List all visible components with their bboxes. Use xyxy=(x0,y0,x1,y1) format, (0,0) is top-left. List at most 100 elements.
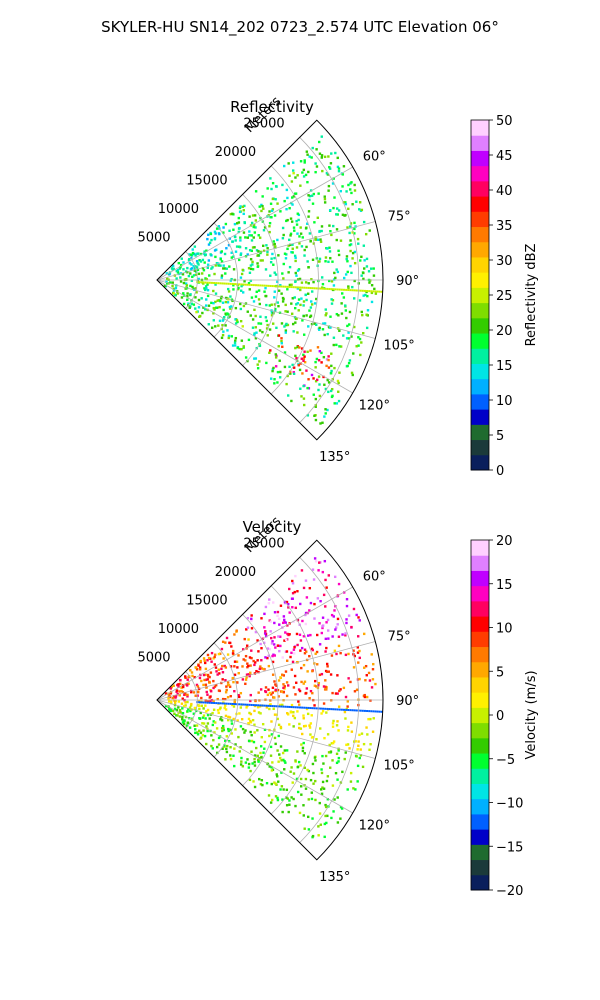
radar-cell xyxy=(222,318,225,321)
radar-cell xyxy=(298,242,301,245)
radar-cell xyxy=(181,273,185,276)
spoke-cell xyxy=(227,702,230,705)
radar-cell xyxy=(284,329,288,332)
radar-cell xyxy=(226,681,230,684)
spoke-cell xyxy=(244,703,247,706)
spoke-cell xyxy=(223,702,226,705)
radar-cell xyxy=(220,260,224,263)
radar-cell xyxy=(218,672,221,675)
colorbar-label: Velocity (m/s) xyxy=(524,670,539,759)
radar-cell xyxy=(205,690,208,694)
spoke-cell xyxy=(208,701,211,704)
radar-cell xyxy=(310,714,313,717)
radar-cell xyxy=(224,641,227,644)
radar-cell xyxy=(287,606,290,609)
radar-cell xyxy=(278,359,281,362)
radar-cell xyxy=(174,699,177,703)
radar-cell xyxy=(355,755,358,758)
radar-cell xyxy=(270,769,274,772)
radar-cell xyxy=(351,285,354,289)
colorbar-band xyxy=(471,616,489,632)
radar-cell xyxy=(169,700,173,703)
spoke-cell xyxy=(361,709,364,712)
radar-cell xyxy=(254,630,258,634)
radar-cell xyxy=(306,222,309,225)
radar-cell xyxy=(271,660,275,664)
radar-cell xyxy=(286,196,289,200)
spoke-cell xyxy=(206,701,209,704)
radar-cell xyxy=(354,740,357,743)
radar-cell xyxy=(286,323,290,327)
spoke-cell xyxy=(374,710,377,713)
radar-cell xyxy=(290,201,293,205)
radar-cell xyxy=(290,302,293,305)
radar-cell xyxy=(263,290,266,293)
radar-cell xyxy=(335,343,338,347)
radar-cell xyxy=(224,698,227,701)
radar-cell xyxy=(245,706,248,709)
radar-cell xyxy=(298,722,301,726)
spoke-cell xyxy=(273,705,276,708)
radar-cell xyxy=(292,161,295,164)
radar-cell xyxy=(195,668,199,671)
radar-cell xyxy=(362,331,365,335)
radar-cell xyxy=(318,394,322,398)
radar-cell xyxy=(281,656,284,659)
radar-cell xyxy=(273,736,277,740)
radar-cell xyxy=(230,277,233,281)
radar-cell xyxy=(270,693,273,696)
colorbar-tick-label: 15 xyxy=(496,578,513,593)
radar-cell xyxy=(239,706,243,709)
spoke-cell xyxy=(200,701,203,704)
radar-cell xyxy=(222,267,225,270)
radar-cell xyxy=(188,706,192,709)
radar-cell xyxy=(223,252,227,256)
spoke-cell xyxy=(273,285,276,288)
radar-cell xyxy=(269,349,272,352)
radar-cell xyxy=(225,636,229,640)
radar-cell xyxy=(337,399,341,403)
spoke-cell xyxy=(328,708,331,711)
radar-cell xyxy=(299,777,303,781)
radar-cell xyxy=(177,706,180,709)
radar-cell xyxy=(190,671,194,674)
radar-cell xyxy=(314,380,318,383)
radar-cell xyxy=(256,706,260,709)
spoke-cell xyxy=(202,281,205,284)
radar-cell xyxy=(274,273,278,276)
radar-cell xyxy=(203,734,207,738)
radar-cell xyxy=(323,333,326,337)
radar-cell xyxy=(179,678,182,682)
radar-cell xyxy=(326,618,330,622)
radar-cell xyxy=(348,747,351,750)
radar-cell xyxy=(241,678,245,681)
radar-cell xyxy=(204,285,208,288)
radar-cell xyxy=(228,305,232,309)
radar-cell xyxy=(213,249,217,252)
radar-cell xyxy=(182,705,186,708)
radar-cell xyxy=(295,223,299,226)
radar-cell xyxy=(318,229,321,233)
radar-cell xyxy=(332,284,336,287)
radar-cell xyxy=(217,689,221,692)
radar-cell xyxy=(299,226,302,229)
radar-cell xyxy=(221,671,225,674)
radar-cell xyxy=(310,647,314,651)
radar-cell xyxy=(213,655,216,659)
radar-cell xyxy=(173,701,177,704)
radar-cell xyxy=(239,252,243,255)
radar-cell xyxy=(292,330,295,333)
radar-cell xyxy=(305,650,308,653)
radar-cell xyxy=(332,278,336,281)
spoke-cell xyxy=(298,706,301,709)
spoke-cell xyxy=(374,290,377,293)
radar-cell xyxy=(224,691,228,694)
radar-cell xyxy=(353,297,356,300)
radar-cell xyxy=(205,298,208,301)
radar-cell xyxy=(318,326,321,330)
radar-cell xyxy=(269,745,273,749)
radar-cell xyxy=(302,397,306,400)
radar-cell xyxy=(332,336,336,339)
radar-cell xyxy=(260,209,263,213)
azimuth-spoke xyxy=(156,586,353,701)
